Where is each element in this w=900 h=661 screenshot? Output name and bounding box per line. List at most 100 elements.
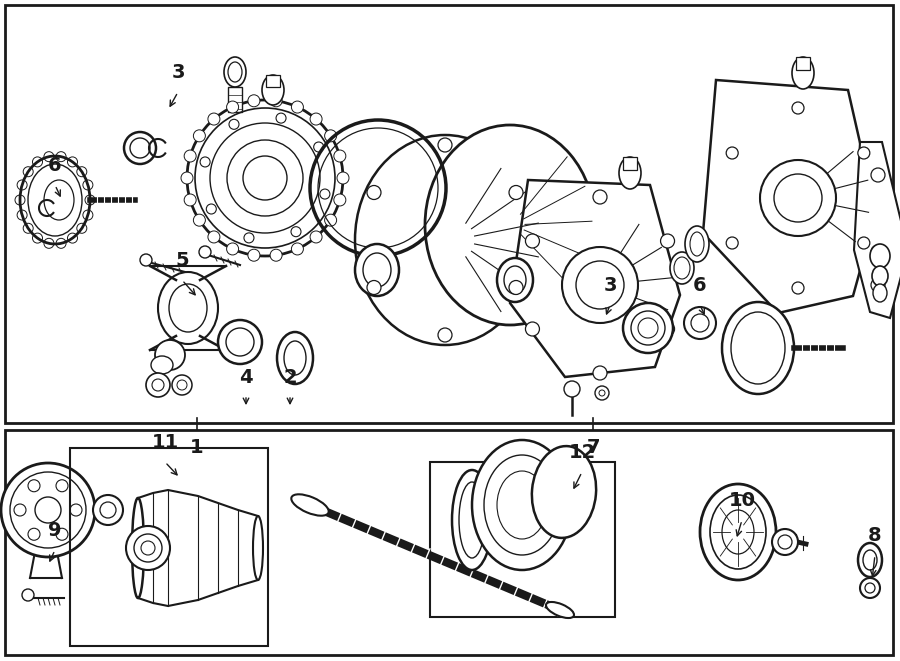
Circle shape xyxy=(218,320,262,364)
Bar xyxy=(430,462,615,617)
Circle shape xyxy=(270,95,282,107)
Circle shape xyxy=(334,150,346,162)
Circle shape xyxy=(860,578,880,598)
Circle shape xyxy=(792,102,804,114)
Ellipse shape xyxy=(151,356,173,374)
Circle shape xyxy=(124,132,156,164)
Circle shape xyxy=(438,328,452,342)
Circle shape xyxy=(661,322,674,336)
Bar xyxy=(228,87,242,112)
Circle shape xyxy=(248,95,260,107)
Circle shape xyxy=(726,237,738,249)
Ellipse shape xyxy=(722,302,794,394)
Text: 3: 3 xyxy=(171,63,184,82)
Ellipse shape xyxy=(497,258,533,302)
Text: 9: 9 xyxy=(49,521,62,540)
Bar xyxy=(70,448,268,646)
Ellipse shape xyxy=(355,135,535,345)
Ellipse shape xyxy=(472,440,572,570)
Text: 4: 4 xyxy=(239,368,253,387)
Circle shape xyxy=(760,160,836,236)
Circle shape xyxy=(509,280,523,295)
Circle shape xyxy=(593,366,607,380)
Circle shape xyxy=(564,381,580,397)
Circle shape xyxy=(229,119,239,130)
Ellipse shape xyxy=(224,57,246,87)
Circle shape xyxy=(244,233,254,243)
Circle shape xyxy=(70,504,82,516)
Bar xyxy=(741,341,755,352)
Ellipse shape xyxy=(253,516,263,580)
Circle shape xyxy=(292,243,303,255)
Circle shape xyxy=(858,147,869,159)
Ellipse shape xyxy=(858,543,882,577)
Circle shape xyxy=(337,172,349,184)
Circle shape xyxy=(367,186,381,200)
Circle shape xyxy=(325,214,337,226)
Circle shape xyxy=(367,280,381,295)
Circle shape xyxy=(292,101,303,113)
Circle shape xyxy=(509,186,523,200)
Circle shape xyxy=(438,138,452,152)
Ellipse shape xyxy=(870,244,890,268)
Polygon shape xyxy=(854,142,900,318)
Circle shape xyxy=(334,194,346,206)
Ellipse shape xyxy=(425,125,595,325)
Circle shape xyxy=(526,322,539,336)
Circle shape xyxy=(206,204,216,214)
Text: 1: 1 xyxy=(190,438,203,457)
Circle shape xyxy=(562,247,638,323)
Ellipse shape xyxy=(20,156,90,244)
Text: 3: 3 xyxy=(603,276,616,295)
Text: 8: 8 xyxy=(868,526,882,545)
Text: 5: 5 xyxy=(176,251,189,270)
Circle shape xyxy=(28,528,40,540)
Circle shape xyxy=(56,480,68,492)
Text: 10: 10 xyxy=(728,491,755,510)
Ellipse shape xyxy=(685,226,709,262)
Circle shape xyxy=(140,254,152,266)
Circle shape xyxy=(726,147,738,159)
Ellipse shape xyxy=(670,252,694,284)
Ellipse shape xyxy=(872,266,888,286)
Ellipse shape xyxy=(355,244,399,296)
Ellipse shape xyxy=(737,311,759,341)
Circle shape xyxy=(194,130,205,142)
Circle shape xyxy=(194,214,205,226)
Circle shape xyxy=(248,249,260,261)
Bar xyxy=(5,5,893,423)
Text: 11: 11 xyxy=(151,433,178,452)
Text: 2: 2 xyxy=(284,368,297,387)
Circle shape xyxy=(871,168,885,182)
Ellipse shape xyxy=(532,446,596,538)
Circle shape xyxy=(320,189,330,199)
Circle shape xyxy=(1,463,95,557)
Circle shape xyxy=(181,172,193,184)
Circle shape xyxy=(155,340,185,370)
Circle shape xyxy=(200,157,210,167)
Ellipse shape xyxy=(619,157,641,189)
Text: 7: 7 xyxy=(586,438,599,457)
Ellipse shape xyxy=(452,470,492,570)
Circle shape xyxy=(22,589,34,601)
Circle shape xyxy=(526,234,539,248)
Circle shape xyxy=(291,227,301,237)
Text: 6: 6 xyxy=(49,156,62,175)
Circle shape xyxy=(184,150,196,162)
Circle shape xyxy=(126,526,170,570)
Ellipse shape xyxy=(262,75,284,105)
Text: 6: 6 xyxy=(693,276,706,295)
Ellipse shape xyxy=(792,57,814,89)
Circle shape xyxy=(184,194,196,206)
Circle shape xyxy=(172,375,192,395)
Circle shape xyxy=(314,142,324,152)
Circle shape xyxy=(187,100,343,256)
Bar xyxy=(623,157,637,170)
Circle shape xyxy=(595,386,609,400)
Circle shape xyxy=(208,113,220,125)
Circle shape xyxy=(593,190,607,204)
Circle shape xyxy=(623,303,673,353)
Circle shape xyxy=(772,529,798,555)
Ellipse shape xyxy=(277,332,313,384)
Ellipse shape xyxy=(292,494,328,516)
